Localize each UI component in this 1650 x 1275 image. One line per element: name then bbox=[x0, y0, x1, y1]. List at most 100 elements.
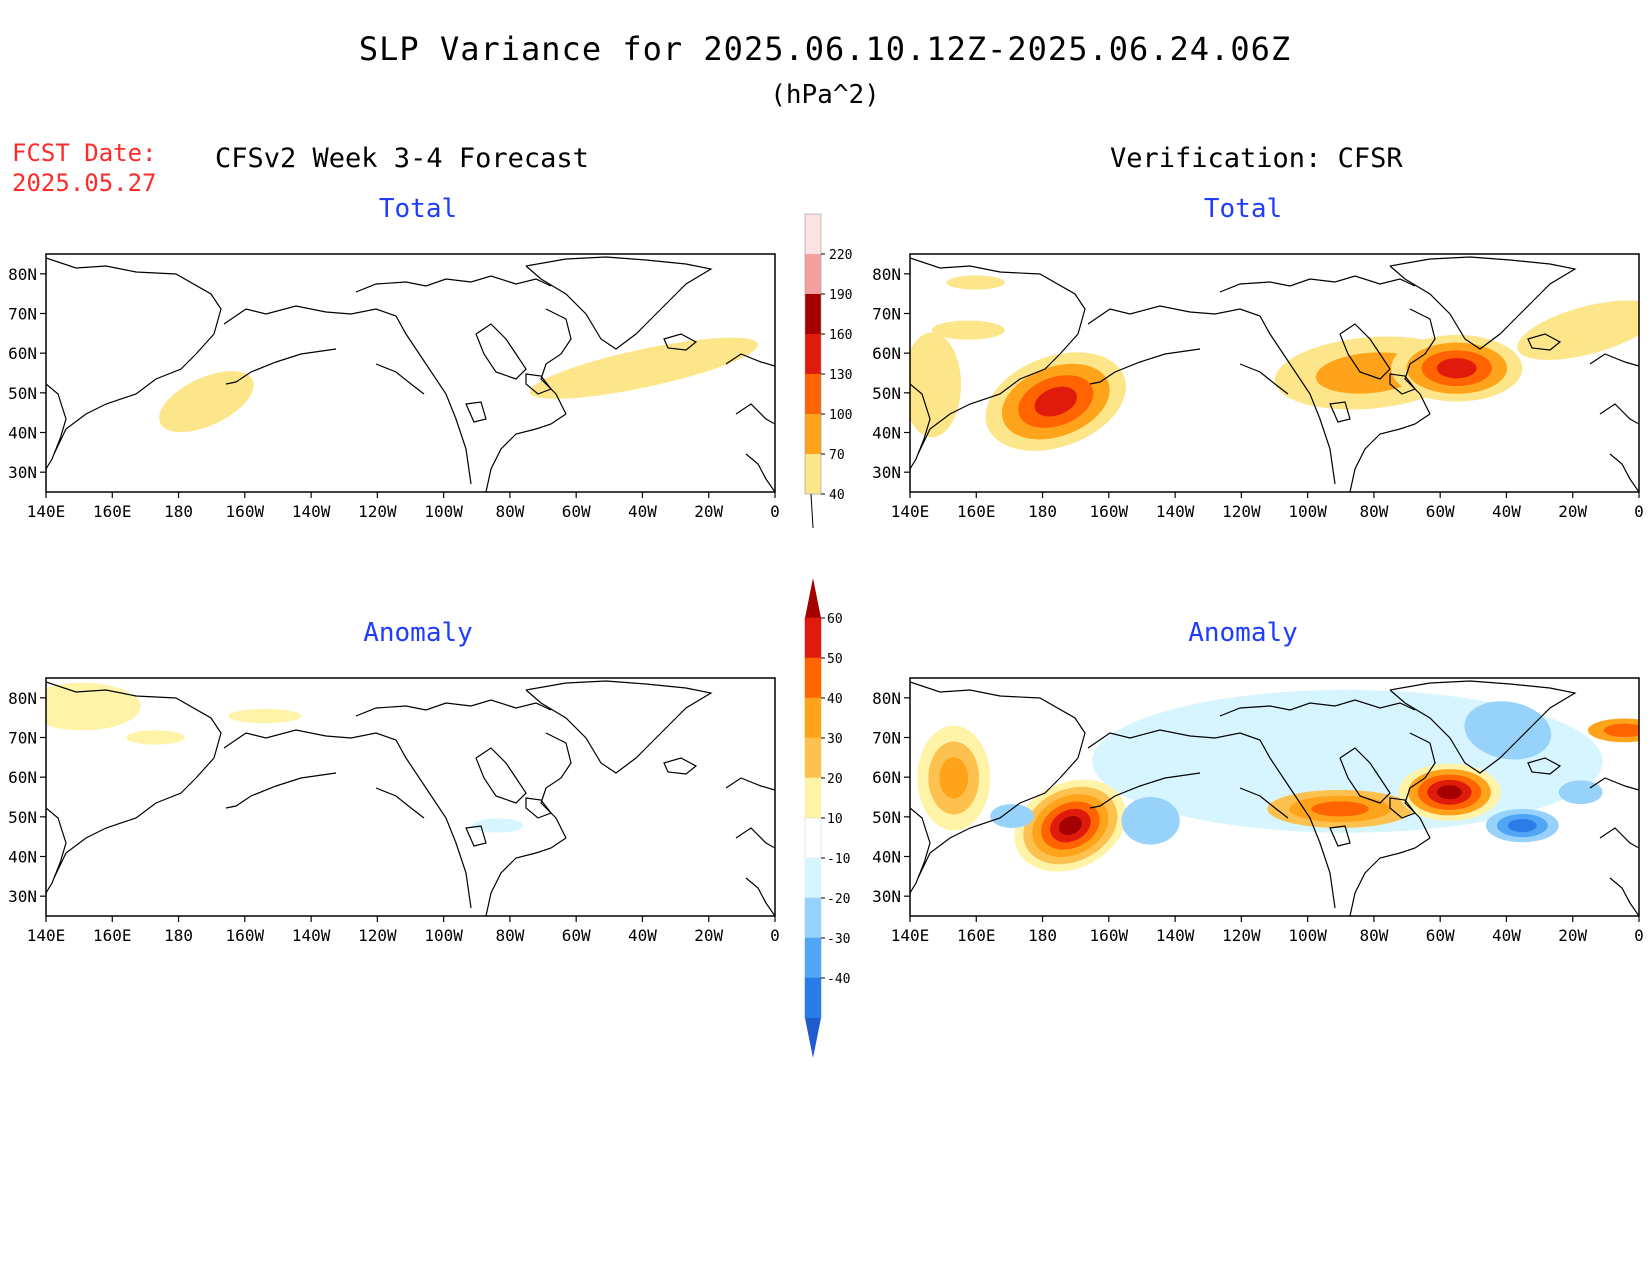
colorbar-level-label: -40 bbox=[827, 972, 850, 987]
colorbar-level-label: -10 bbox=[827, 852, 850, 867]
latitude-tick-label: 50N bbox=[872, 384, 901, 403]
colorbar-level-label: 190 bbox=[829, 288, 852, 303]
shaded-contour-region bbox=[1311, 801, 1369, 817]
longitude-tick-label: 140W bbox=[1156, 502, 1195, 521]
longitude-tick-label: 20W bbox=[694, 926, 723, 945]
coastline bbox=[46, 680, 775, 916]
fcst-date-block: FCST Date: 2025.05.27 bbox=[12, 138, 157, 198]
longitude-tick-label: 120W bbox=[1222, 502, 1261, 521]
colorbar-level-label: 10 bbox=[827, 812, 843, 827]
latitude-tick-label: 60N bbox=[872, 344, 901, 363]
colorbar-level-label: 60 bbox=[827, 612, 843, 627]
longitude-tick-label: 160W bbox=[226, 502, 265, 521]
longitude-tick-label: 160E bbox=[93, 926, 132, 945]
colorbar-swatch bbox=[804, 617, 822, 659]
longitude-tick-label: 140W bbox=[292, 502, 331, 521]
longitude-tick-label: 180 bbox=[164, 502, 193, 521]
shaded-contour-region bbox=[910, 332, 962, 438]
longitude-tick-label: 100W bbox=[1288, 926, 1327, 945]
shaded-contour-region bbox=[46, 682, 141, 731]
longitude-tick-label: 20W bbox=[694, 502, 723, 521]
longitude-tick-label: 160E bbox=[957, 502, 996, 521]
latitude-tick-label: 60N bbox=[8, 344, 37, 363]
colorbar-swatch bbox=[805, 334, 821, 374]
shaded-contour-region bbox=[1058, 816, 1082, 836]
shaded-contour-region bbox=[1121, 797, 1180, 845]
colorbar-level-label: 130 bbox=[829, 368, 852, 383]
longitude-tick-label: 180 bbox=[1028, 502, 1057, 521]
colorbar-swatch bbox=[804, 657, 822, 699]
longitude-tick-label: 40W bbox=[1492, 926, 1521, 945]
panel-title-forecast-anomaly: Anomaly bbox=[363, 618, 473, 648]
longitude-tick-label: 0 bbox=[1634, 926, 1644, 945]
colorbar-swatch bbox=[805, 454, 821, 494]
shaded-contour-region bbox=[228, 708, 302, 724]
panel-title-forecast-total: Total bbox=[378, 194, 458, 224]
longitude-tick-label: 20W bbox=[1558, 926, 1587, 945]
colorbar-swatch bbox=[805, 254, 821, 294]
shaded-contour-region bbox=[1508, 818, 1537, 833]
colorbar-swatch bbox=[805, 1018, 821, 1058]
latitude-tick-label: 70N bbox=[8, 305, 37, 324]
longitude-tick-label: 60W bbox=[562, 502, 591, 521]
colorbar-swatch bbox=[805, 374, 821, 414]
colorbar-level-label: 100 bbox=[829, 408, 852, 423]
colorbar-swatch bbox=[805, 294, 821, 334]
verification-anomaly-map: 80N 70N 60N 50N 40N 30N 140E 160E 180 160W 140W 120… bbox=[872, 677, 1644, 945]
longitude-tick-label: 60W bbox=[1426, 502, 1455, 521]
longitude-tick-label: 80W bbox=[1359, 926, 1388, 945]
colorbar-swatch bbox=[804, 697, 822, 739]
forecast-anomaly-map: 80N 70N 60N 50N 40N 30N 140E 160E 180 160W 140W 120… bbox=[8, 677, 780, 945]
colorbar-swatch bbox=[804, 737, 822, 779]
colorbar-level-label: -30 bbox=[827, 932, 850, 947]
map-frame bbox=[45, 677, 776, 917]
colorbar-swatch bbox=[805, 414, 821, 454]
longitude-tick-label: 60W bbox=[562, 926, 591, 945]
latitude-tick-label: 50N bbox=[8, 808, 37, 827]
longitude-tick-label: 60W bbox=[1426, 926, 1455, 945]
fcst-date-value: 2025.05.27 bbox=[12, 169, 157, 197]
longitude-tick-label: 140W bbox=[1156, 926, 1195, 945]
colorbar-level-label: 20 bbox=[827, 772, 843, 787]
colorbar-swatch bbox=[805, 578, 821, 618]
longitude-tick-label: 120W bbox=[358, 502, 397, 521]
colorbar-level-label: 30 bbox=[827, 732, 843, 747]
longitude-tick-label: 0 bbox=[770, 502, 780, 521]
latitude-tick-label: 50N bbox=[8, 384, 37, 403]
latitude-tick-label: 70N bbox=[872, 729, 901, 748]
forecast-header: CFSv2 Week 3-4 Forecast bbox=[215, 143, 589, 174]
map-frame bbox=[45, 253, 776, 493]
shaded-contour-region bbox=[1464, 701, 1552, 760]
longitude-tick-label: 0 bbox=[1634, 502, 1644, 521]
latitude-tick-label: 80N bbox=[872, 689, 901, 708]
anomaly-colorbar: 60 50 40 30 20 10 -10 -20 -30 -40 bbox=[804, 578, 850, 1058]
map-frame bbox=[909, 677, 1640, 917]
shaded-contour-region bbox=[529, 337, 758, 399]
colorbar-level-label: 50 bbox=[827, 652, 843, 667]
total-colorbar: 220 190 160 130 100 70 40 bbox=[804, 213, 852, 529]
latitude-tick-label: 70N bbox=[872, 305, 901, 324]
colorbar-swatch bbox=[804, 857, 822, 899]
longitude-tick-label: 160W bbox=[1090, 926, 1129, 945]
verification-total-map: 80N 70N 60N 50N 40N 30N 140E 160E 180 160W 140W 120… bbox=[872, 253, 1644, 521]
longitude-tick-label: 120W bbox=[1222, 926, 1261, 945]
shaded-contour-region bbox=[931, 320, 1005, 340]
longitude-tick-label: 40W bbox=[628, 926, 657, 945]
longitude-tick-label: 140E bbox=[27, 926, 66, 945]
forecast-total-map: 80N 70N 60N 50N 40N 30N 140E 160E 180 160W 140W 120… bbox=[8, 253, 780, 521]
longitude-tick-label: 80W bbox=[495, 926, 524, 945]
colorbar-swatch bbox=[805, 214, 821, 254]
longitude-tick-label: 100W bbox=[1288, 502, 1327, 521]
colorbar-level-label: 40 bbox=[827, 692, 843, 707]
colorbar-level-label: -20 bbox=[827, 892, 850, 907]
latitude-tick-label: 30N bbox=[8, 887, 37, 906]
latitude-tick-label: 80N bbox=[872, 265, 901, 284]
longitude-tick-label: 40W bbox=[628, 502, 657, 521]
latitude-tick-label: 80N bbox=[8, 265, 37, 284]
longitude-tick-label: 20W bbox=[1558, 502, 1587, 521]
shaded-contour-region bbox=[1436, 358, 1477, 379]
latitude-tick-label: 50N bbox=[872, 808, 901, 827]
longitude-tick-label: 160W bbox=[1090, 502, 1129, 521]
latitude-tick-label: 30N bbox=[872, 887, 901, 906]
longitude-tick-label: 140E bbox=[27, 502, 66, 521]
